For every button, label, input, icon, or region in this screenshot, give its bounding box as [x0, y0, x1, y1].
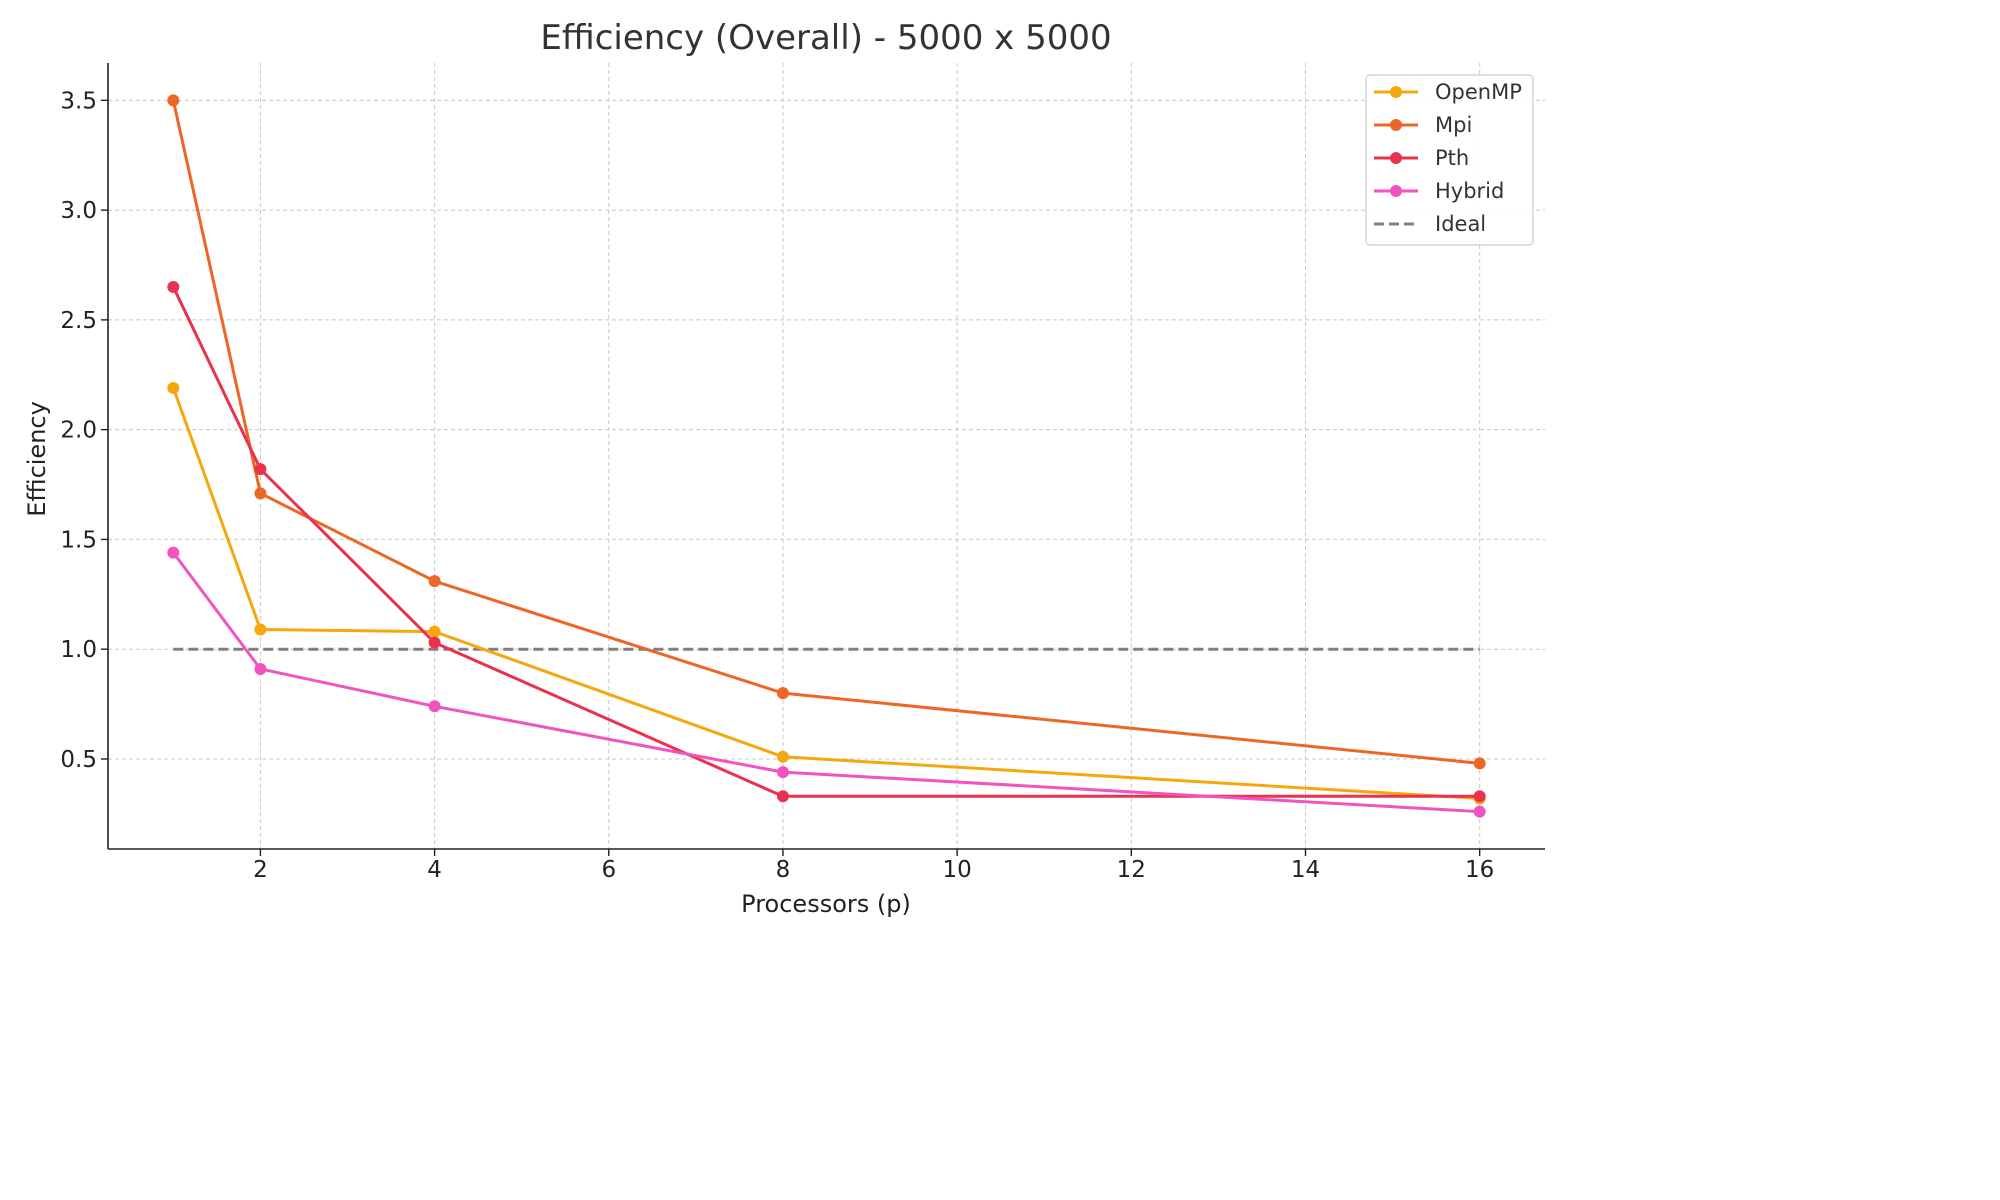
- legend-item-pth: Pth: [1374, 146, 1469, 170]
- data-point-hybrid: [428, 700, 441, 713]
- y-tick-label: 1.5: [60, 527, 97, 553]
- grid-layer: [108, 63, 1545, 849]
- data-point-pth: [254, 463, 267, 476]
- series-line-mpi: [171, 98, 1482, 765]
- legend-item-openmp: OpenMP: [1374, 80, 1522, 104]
- x-tick-label: 12: [1117, 857, 1146, 883]
- x-tick-label: 16: [1465, 857, 1494, 883]
- y-tick-label: 0.5: [60, 747, 97, 773]
- legend-box: [1365, 74, 1534, 246]
- x-tick-label: 14: [1291, 857, 1320, 883]
- series-hybrid: [167, 546, 1486, 818]
- y-tick-label: 3.5: [60, 88, 97, 114]
- legend-swatch-marker: [1390, 152, 1402, 164]
- legend-label: Hybrid: [1435, 179, 1504, 203]
- efficiency-chart: 2 4 6 8 10 12 14 16 0.5 1.0 1.5 2.0 2.5 3.0 3.5 Effici…: [23, 18, 1545, 918]
- legend-label: Ideal: [1435, 212, 1486, 236]
- data-point-hybrid: [776, 766, 789, 779]
- data-point-hybrid: [1473, 805, 1486, 818]
- legend-item-ideal: Ideal: [1374, 212, 1486, 236]
- data-point-mpi: [1473, 757, 1486, 770]
- data-point-openmp: [167, 381, 180, 394]
- x-tick-label: 2: [253, 857, 268, 883]
- series-pth: [167, 280, 1486, 803]
- series-line-openmp: [171, 386, 1482, 800]
- data-point-mpi: [776, 687, 789, 700]
- data-point-pth: [1473, 790, 1486, 803]
- data-point-openmp: [776, 750, 789, 763]
- x-axis-title: Processors (p): [741, 890, 911, 918]
- legend: OpenMP Mpi Pth Hybrid Ideal: [1365, 74, 1534, 246]
- chart-canvas: 2 4 6 8 10 12 14 16 0.5 1.0 1.5 2.0 2.5 3.0 3.5 Effici…: [23, 18, 1545, 918]
- y-tick-label: 2.5: [60, 308, 97, 334]
- x-tick-label: 10: [942, 857, 971, 883]
- data-point-pth: [167, 280, 180, 293]
- legend-swatch-marker: [1390, 185, 1402, 197]
- data-point-openmp: [254, 623, 267, 636]
- series-layer: [167, 94, 1486, 818]
- axes-layer: 2 4 6 8 10 12 14 16 0.5 1.0 1.5 2.0 2.5 3.0 3.5: [60, 63, 1545, 883]
- chart-title: Efficiency (Overall) - 5000 x 5000: [540, 18, 1111, 58]
- x-tick-label: 8: [776, 857, 791, 883]
- legend-swatch-marker: [1390, 119, 1402, 131]
- series-line-pth: [171, 285, 1482, 798]
- x-tick-label: 4: [427, 857, 442, 883]
- legend-item-hybrid: Hybrid: [1374, 179, 1504, 203]
- data-point-hybrid: [167, 546, 180, 559]
- y-axis-title: Efficiency: [23, 401, 51, 517]
- y-tick-label: 2.0: [60, 418, 97, 444]
- legend-item-mpi: Mpi: [1374, 113, 1472, 137]
- y-tick-label: 1.0: [60, 637, 97, 663]
- data-point-openmp: [428, 625, 441, 638]
- series-line-hybrid: [171, 551, 1482, 814]
- data-point-mpi: [167, 94, 180, 107]
- series-openmp: [167, 381, 1486, 805]
- series-mpi: [167, 94, 1486, 770]
- data-point-pth: [776, 790, 789, 803]
- legend-label: Pth: [1435, 146, 1469, 170]
- legend-label: Mpi: [1435, 113, 1472, 137]
- legend-label: OpenMP: [1435, 80, 1522, 104]
- y-tick-label: 3.0: [60, 198, 97, 224]
- data-point-hybrid: [254, 662, 267, 675]
- legend-swatch-marker: [1390, 86, 1402, 98]
- data-point-pth: [428, 636, 441, 649]
- data-point-mpi: [254, 487, 267, 500]
- data-point-mpi: [428, 575, 441, 588]
- x-tick-label: 6: [601, 857, 616, 883]
